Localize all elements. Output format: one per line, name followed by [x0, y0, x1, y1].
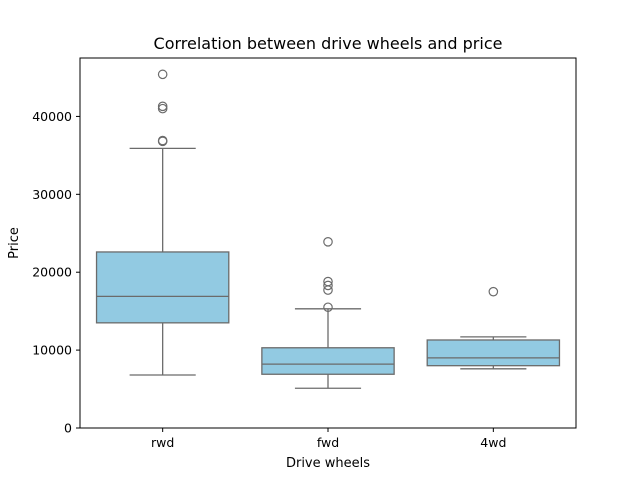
outlier-point: [323, 280, 333, 291]
chart-title: Correlation between drive wheels and pri…: [154, 34, 503, 53]
outlier-point: [157, 69, 168, 80]
y-axis-ticks: 0 10000 20000 30000 40000: [32, 109, 80, 436]
x-axis-ticks: rwd fwd 4wd: [151, 428, 506, 450]
box-iqr: [426, 339, 561, 367]
y-tick-label: 20000: [32, 265, 72, 280]
outlier-point: [157, 103, 168, 114]
box-group-4wd: [426, 286, 561, 370]
box-group-rwd: [95, 69, 230, 376]
outlier-point: [323, 302, 333, 313]
y-tick-label: 40000: [32, 109, 72, 124]
outlier-point: [323, 276, 333, 287]
x-tick-label: 4wd: [480, 435, 506, 450]
outlier-point: [157, 101, 168, 112]
y-tick-label: 30000: [32, 187, 72, 202]
y-tick-label: 0: [64, 421, 72, 436]
outlier-point: [488, 286, 499, 297]
x-tick-label: fwd: [317, 435, 339, 450]
outlier-point: [157, 135, 168, 146]
x-tick-label: rwd: [151, 435, 174, 450]
y-axis-label: Price: [7, 227, 22, 259]
box-iqr: [261, 347, 395, 375]
y-tick-label: 10000: [32, 343, 72, 358]
box-group-fwd: [261, 237, 395, 389]
x-axis-label: Drive wheels: [286, 456, 370, 471]
boxes-layer: [95, 69, 561, 389]
outlier-point: [323, 237, 333, 247]
box-iqr: [95, 251, 230, 324]
